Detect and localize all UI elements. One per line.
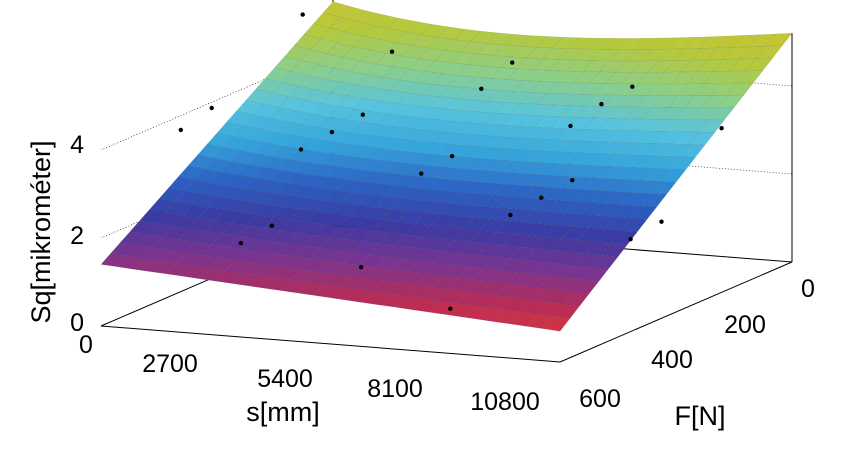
data-point	[360, 112, 365, 117]
y-tick-label: 400	[651, 346, 693, 374]
data-point	[510, 60, 515, 65]
z-axis: 4 2 0 Sq[mikrométer]	[26, 131, 84, 337]
axis-box-edge	[559, 261, 793, 363]
data-point	[570, 178, 575, 183]
measured-points	[178, 12, 724, 311]
y-tick-label: 0	[801, 275, 815, 303]
x-axis: 0 2700 5400 8100 10800 s[mm]	[79, 331, 540, 427]
data-point	[269, 223, 274, 228]
data-point	[329, 129, 335, 135]
z-axis-label: Sq[mikrométer]	[26, 140, 56, 323]
data-point	[419, 171, 424, 176]
data-point	[719, 126, 724, 131]
data-point	[209, 105, 214, 111]
y-axis-label: F[N]	[675, 401, 726, 431]
x-tick-label: 5400	[257, 365, 313, 393]
z-tick-label: 4	[70, 131, 84, 159]
data-point	[389, 49, 395, 54]
data-point	[539, 195, 544, 200]
x-tick-label: 8100	[367, 375, 423, 403]
x-tick-label: 10800	[470, 388, 540, 416]
data-point	[178, 127, 183, 133]
data-point	[449, 154, 455, 159]
data-point	[479, 86, 484, 92]
data-point	[568, 123, 573, 129]
x-axis-label: s[mm]	[246, 397, 320, 427]
data-point	[630, 84, 635, 89]
y-tick-label: 600	[579, 385, 621, 413]
data-point	[508, 212, 513, 218]
y-axis: 0 200 400 600 F[N]	[579, 275, 815, 431]
data-point	[358, 265, 364, 270]
data-point	[298, 147, 304, 152]
data-point	[628, 237, 633, 242]
surface	[100, 1, 793, 332]
x-tick-label: 2700	[142, 350, 198, 378]
data-point	[448, 306, 453, 311]
surface-patch	[543, 316, 571, 332]
data-point	[599, 101, 604, 107]
data-point	[300, 12, 305, 17]
data-point	[238, 240, 244, 246]
axis-box-edge	[100, 325, 561, 363]
z-tick-label: 0	[70, 309, 84, 337]
x-tick-label: 0	[79, 331, 93, 359]
y-tick-label: 200	[724, 311, 766, 339]
z-tick-label: 2	[70, 222, 84, 250]
data-point	[659, 219, 664, 224]
